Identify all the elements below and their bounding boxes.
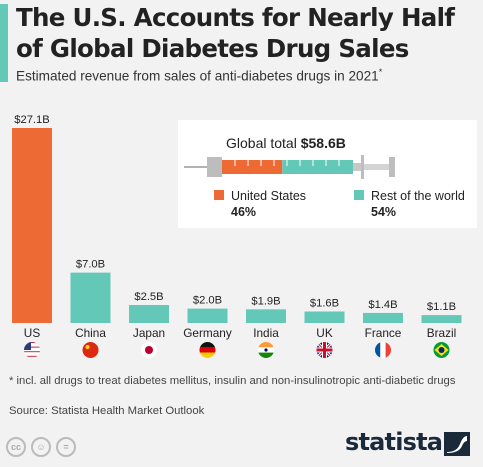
france-flag-icon — [375, 342, 391, 358]
category-label: India — [253, 326, 279, 340]
attribution-icon[interactable]: ☺ — [31, 437, 51, 457]
category-label: Japan — [133, 326, 165, 340]
brazil-flag-icon — [433, 342, 450, 358]
syringe-segment-rest — [282, 160, 353, 174]
germany-flag-icon — [199, 342, 216, 358]
bar-brazil — [421, 315, 462, 323]
bar-value-label: $1.9B — [251, 295, 280, 307]
bar-value-label: $27.1B — [14, 114, 49, 126]
global-total-value: $58.6B — [301, 135, 346, 151]
bar-india — [246, 309, 286, 323]
bar-value-label: $1.1B — [427, 301, 456, 313]
license-icons: cc ☺ = — [6, 437, 76, 457]
bar-value-label: $1.6B — [310, 297, 339, 309]
source-note: Source: Statista Health Market Outlook — [9, 405, 205, 417]
subtitle-footnote-mark: * — [378, 67, 383, 77]
legend-swatch-rest — [354, 190, 364, 200]
no-derivatives-icon[interactable]: = — [56, 437, 76, 457]
legend-percent-us: 46% — [231, 205, 256, 219]
footnote: * incl. all drugs to treat diabetes mell… — [9, 375, 456, 387]
bar-germany — [187, 308, 228, 323]
bar-us — [12, 128, 52, 323]
bar-value-label: $7.0B — [76, 259, 105, 271]
bar-japan — [129, 305, 169, 323]
category-label: UK — [316, 326, 333, 340]
statista-logo-mark — [444, 432, 470, 456]
india-flag-icon — [258, 342, 274, 358]
bar-value-label: $1.4B — [368, 299, 397, 311]
legend-label-us: United States — [231, 189, 306, 203]
bar-value-label: $2.5B — [134, 291, 163, 303]
category-label: US — [24, 326, 41, 340]
bar-china — [70, 272, 111, 323]
global-total-label: Global total $58.6B — [226, 135, 346, 151]
legend-swatch-us — [214, 190, 224, 200]
us-flag-icon — [24, 342, 40, 358]
bar-uk — [304, 311, 345, 323]
legend-percent-rest: 54% — [371, 205, 396, 219]
bar-france — [363, 312, 403, 323]
category-label: Germany — [183, 326, 232, 340]
category-label: France — [365, 326, 402, 340]
legend-label-rest: Rest of the world — [371, 189, 465, 203]
syringe-segment-us — [222, 160, 283, 174]
chart-subtitle: Estimated revenue from sales of anti-dia… — [16, 67, 481, 84]
title-accent-bar — [0, 4, 8, 82]
japan-flag-icon — [141, 342, 157, 358]
category-label: Brazil — [427, 326, 457, 340]
china-flag-icon — [82, 342, 99, 358]
cc-icon[interactable]: cc — [6, 437, 26, 457]
uk-flag-icon — [316, 342, 333, 358]
bar-value-label: $2.0B — [193, 295, 222, 307]
subtitle-text: Estimated revenue from sales of anti-dia… — [16, 68, 379, 84]
syringe-icon — [184, 155, 395, 179]
chart-title: The U.S. Accounts for Nearly Half of Glo… — [16, 3, 455, 63]
statista-logo[interactable]: statista — [345, 428, 443, 456]
category-label: China — [75, 326, 106, 340]
